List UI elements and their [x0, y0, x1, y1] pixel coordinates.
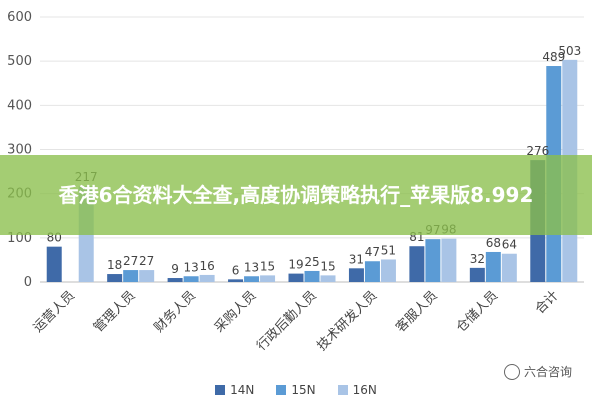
bar — [409, 246, 425, 282]
x-tick-label: 仓储人员 — [454, 288, 501, 335]
bar — [123, 270, 139, 282]
bar — [244, 276, 260, 282]
data-label: 64 — [502, 238, 517, 252]
bar — [46, 246, 62, 282]
y-tick-label: 500 — [7, 54, 32, 69]
bar — [107, 274, 123, 282]
bar — [364, 261, 380, 282]
x-tick-label: 运营人员 — [31, 288, 78, 335]
legend-item: 16N — [337, 383, 377, 397]
y-tick-label: 300 — [7, 143, 32, 158]
data-label: 15 — [260, 259, 275, 273]
x-tick-label: 管理人员 — [91, 288, 138, 335]
bar — [288, 273, 304, 282]
bar — [183, 276, 199, 282]
data-label: 68 — [486, 236, 501, 250]
wechat-icon — [503, 363, 520, 380]
bar — [425, 239, 441, 282]
x-tick-label: 合计 — [533, 288, 562, 317]
x-tick-label: 行政后勤人员 — [254, 288, 320, 354]
legend-swatch — [215, 385, 226, 395]
data-label: 489 — [542, 50, 565, 64]
y-tick-label: 400 — [7, 98, 32, 113]
legend-label: 15N — [291, 383, 316, 397]
data-label: 9 — [171, 262, 179, 276]
legend-item: 15N — [276, 383, 316, 397]
data-label: 503 — [558, 44, 581, 58]
data-label: 13 — [244, 260, 259, 274]
legend-swatch — [337, 385, 348, 395]
data-label: 31 — [349, 252, 364, 266]
overlay-banner: 香港6合资料大全查,高度协调策略执行_苹果版8.992 — [0, 155, 592, 235]
legend-swatch — [276, 385, 287, 395]
data-label: 19 — [288, 258, 303, 272]
banner-text: 香港6合资料大全查,高度协调策略执行_苹果版8.992 — [58, 183, 534, 207]
watermark: 六合咨询 — [503, 363, 572, 380]
data-label: 27 — [139, 254, 154, 268]
x-tick-label: 财务人员 — [151, 288, 199, 336]
x-tick-label: 技术研发人员 — [314, 288, 380, 354]
bar — [441, 238, 457, 282]
data-label: 16 — [199, 259, 214, 273]
bar — [380, 259, 396, 282]
bar — [469, 267, 485, 282]
data-label: 18 — [107, 258, 122, 272]
bar — [320, 275, 336, 282]
x-tick-label: 采购人员 — [211, 288, 259, 336]
bar — [304, 270, 320, 282]
legend-item: 14N — [215, 383, 254, 397]
x-tick-label: 客服人员 — [393, 288, 441, 336]
data-label: 6 — [232, 263, 240, 277]
data-label: 25 — [304, 255, 319, 269]
data-label: 15 — [320, 259, 335, 273]
bar — [167, 278, 183, 282]
data-label: 51 — [381, 243, 396, 257]
data-label: 47 — [365, 245, 380, 259]
watermark-text: 六合咨询 — [523, 365, 572, 379]
bar — [485, 251, 501, 282]
y-axis: 0100200300400500600 — [7, 10, 32, 290]
y-tick-label: 600 — [7, 10, 32, 25]
bar — [260, 275, 276, 282]
data-label: 276 — [526, 144, 549, 158]
bar — [228, 279, 244, 282]
bar — [501, 253, 517, 282]
data-label: 13 — [183, 260, 198, 274]
y-tick-label: 0 — [24, 275, 32, 290]
bar — [139, 270, 155, 282]
legend-label: 16N — [352, 383, 377, 397]
bar — [348, 268, 364, 282]
legend: 14N 15N 16N — [0, 380, 592, 400]
data-label: 32 — [470, 252, 485, 266]
data-label: 27 — [123, 254, 138, 268]
bar — [199, 274, 215, 282]
legend-label: 14N — [230, 383, 255, 397]
